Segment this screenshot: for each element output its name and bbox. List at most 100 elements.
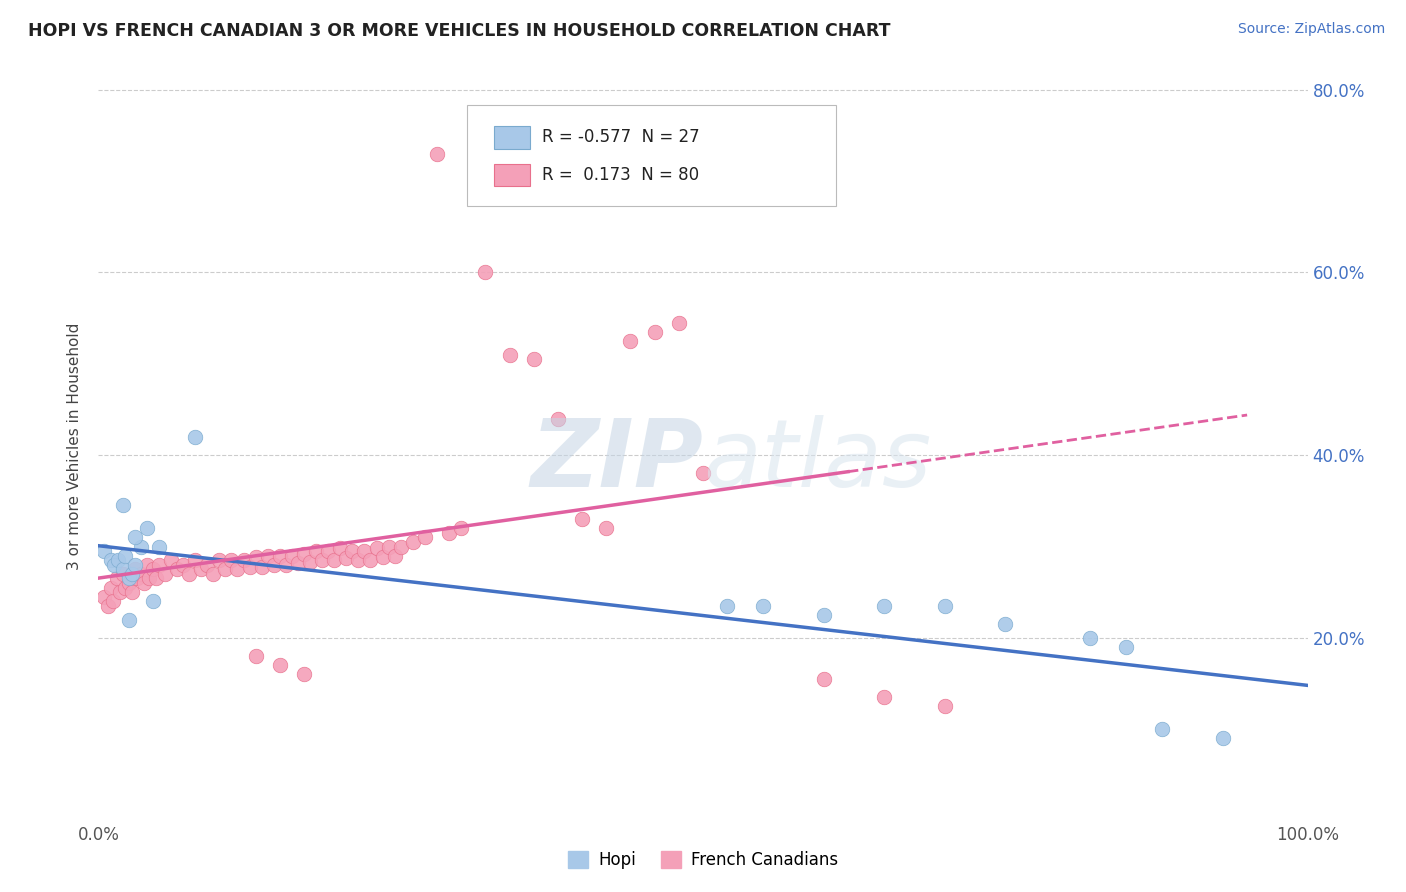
Point (111, 562, 134, 576)
Point (389, 540, 412, 554)
Legend: Hopi, French Canadians: Hopi, French Canadians (561, 845, 845, 876)
Point (202, 566, 225, 581)
Point (323, 553, 346, 567)
Point (716, 599, 738, 613)
Point (153, 566, 176, 581)
Point (142, 562, 165, 576)
Point (127, 572, 149, 586)
Point (281, 549, 304, 563)
Point (166, 562, 188, 576)
Point (148, 558, 170, 572)
Point (118, 613, 141, 627)
Point (121, 585, 143, 599)
Point (934, 699, 956, 714)
Point (111, 566, 134, 581)
Point (873, 690, 896, 705)
Point (121, 566, 143, 581)
Point (118, 572, 141, 586)
Point (813, 672, 835, 686)
Point (347, 553, 370, 567)
Point (934, 599, 956, 613)
Point (250, 559, 273, 574)
Point (124, 562, 146, 576)
Point (226, 562, 249, 576)
Point (437, 525, 460, 540)
Point (305, 544, 328, 558)
Point (100, 581, 122, 595)
Text: HOPI VS FRENCH CANADIAN 3 OR MORE VEHICLES IN HOUSEHOLD CORRELATION CHART: HOPI VS FRENCH CANADIAN 3 OR MORE VEHICL… (28, 22, 890, 40)
Point (100, 553, 122, 567)
Text: R = -0.577  N = 27: R = -0.577 N = 27 (543, 128, 700, 146)
Point (426, 146, 449, 161)
Point (135, 558, 157, 572)
Point (111, 499, 134, 513)
Point (371, 550, 394, 565)
Point (316, 544, 339, 558)
Point (142, 594, 165, 608)
Point (105, 572, 128, 586)
Point (214, 562, 236, 576)
Point (118, 576, 141, 591)
Point (184, 553, 207, 567)
Point (619, 334, 641, 348)
Point (97, 599, 120, 613)
Point (474, 265, 496, 279)
Point (148, 540, 170, 554)
Point (239, 559, 262, 574)
Text: R =  0.173  N = 80: R = 0.173 N = 80 (543, 166, 699, 184)
Point (523, 352, 546, 367)
Text: atlas: atlas (703, 416, 931, 507)
Point (413, 530, 436, 544)
Y-axis label: 3 or more Vehicles in Household: 3 or more Vehicles in Household (67, 322, 83, 570)
Point (360, 553, 382, 567)
Point (292, 547, 315, 561)
Point (1212, 731, 1234, 746)
Point (172, 558, 194, 572)
Point (668, 316, 690, 330)
Point (124, 558, 146, 572)
Point (335, 551, 357, 566)
Point (299, 555, 322, 569)
Point (138, 572, 160, 586)
Point (287, 556, 309, 570)
Point (263, 558, 285, 572)
Point (114, 581, 136, 595)
Point (195, 558, 218, 572)
Point (311, 553, 333, 567)
Point (353, 544, 375, 558)
Point (93, 544, 115, 558)
Point (1078, 631, 1101, 645)
Point (129, 540, 152, 554)
Point (994, 617, 1017, 632)
Point (342, 544, 364, 558)
Point (101, 594, 124, 608)
Point (208, 553, 231, 567)
Point (269, 658, 291, 673)
Point (366, 541, 388, 556)
Point (274, 558, 297, 572)
Point (245, 649, 267, 664)
Point (232, 553, 254, 567)
Point (1152, 723, 1174, 737)
Text: ZIP: ZIP (530, 415, 703, 507)
Point (103, 558, 125, 572)
Point (644, 325, 666, 339)
Point (571, 512, 593, 526)
Point (184, 430, 207, 444)
Point (221, 553, 243, 567)
Point (114, 549, 136, 563)
Point (377, 540, 399, 554)
Point (498, 348, 520, 362)
Point (692, 467, 714, 481)
FancyBboxPatch shape (467, 105, 837, 206)
Point (129, 566, 152, 581)
Text: Source: ZipAtlas.com: Source: ZipAtlas.com (1237, 22, 1385, 37)
Point (134, 576, 156, 591)
Point (160, 553, 183, 567)
Point (547, 411, 569, 425)
Point (450, 521, 472, 535)
Point (108, 585, 131, 599)
Point (107, 553, 129, 567)
Point (135, 521, 157, 535)
Bar (494, 163, 530, 186)
